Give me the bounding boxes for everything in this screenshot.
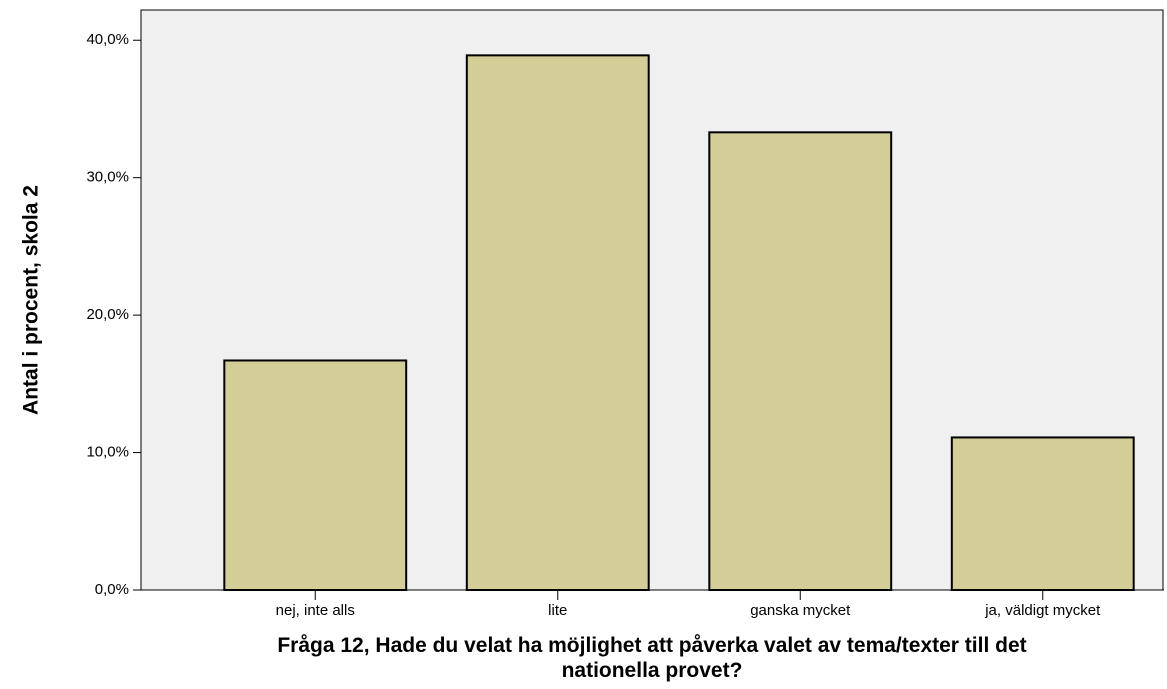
y-tick-label: 30,0% [86,169,129,186]
bar [465,54,650,591]
bar [223,359,408,591]
y-tick-label: 20,0% [86,306,129,323]
x-axis-title: Fråga 12, Hade du velat ha möjlighet att… [277,634,1027,682]
y-tick-label: 40,0% [86,31,129,48]
y-tick-label: 10,0% [86,444,129,461]
bar [708,131,893,592]
y-tick-label: 0,0% [95,581,129,598]
x-tick-label: lite [548,602,567,619]
bar [950,436,1135,591]
x-tick-label: ganska mycket [750,602,851,619]
x-tick-label: nej, inte alls [276,602,355,619]
x-tick-label: ja, väldigt mycket [984,602,1101,619]
y-axis-title: Antal i procent, skola 2 [20,185,43,415]
